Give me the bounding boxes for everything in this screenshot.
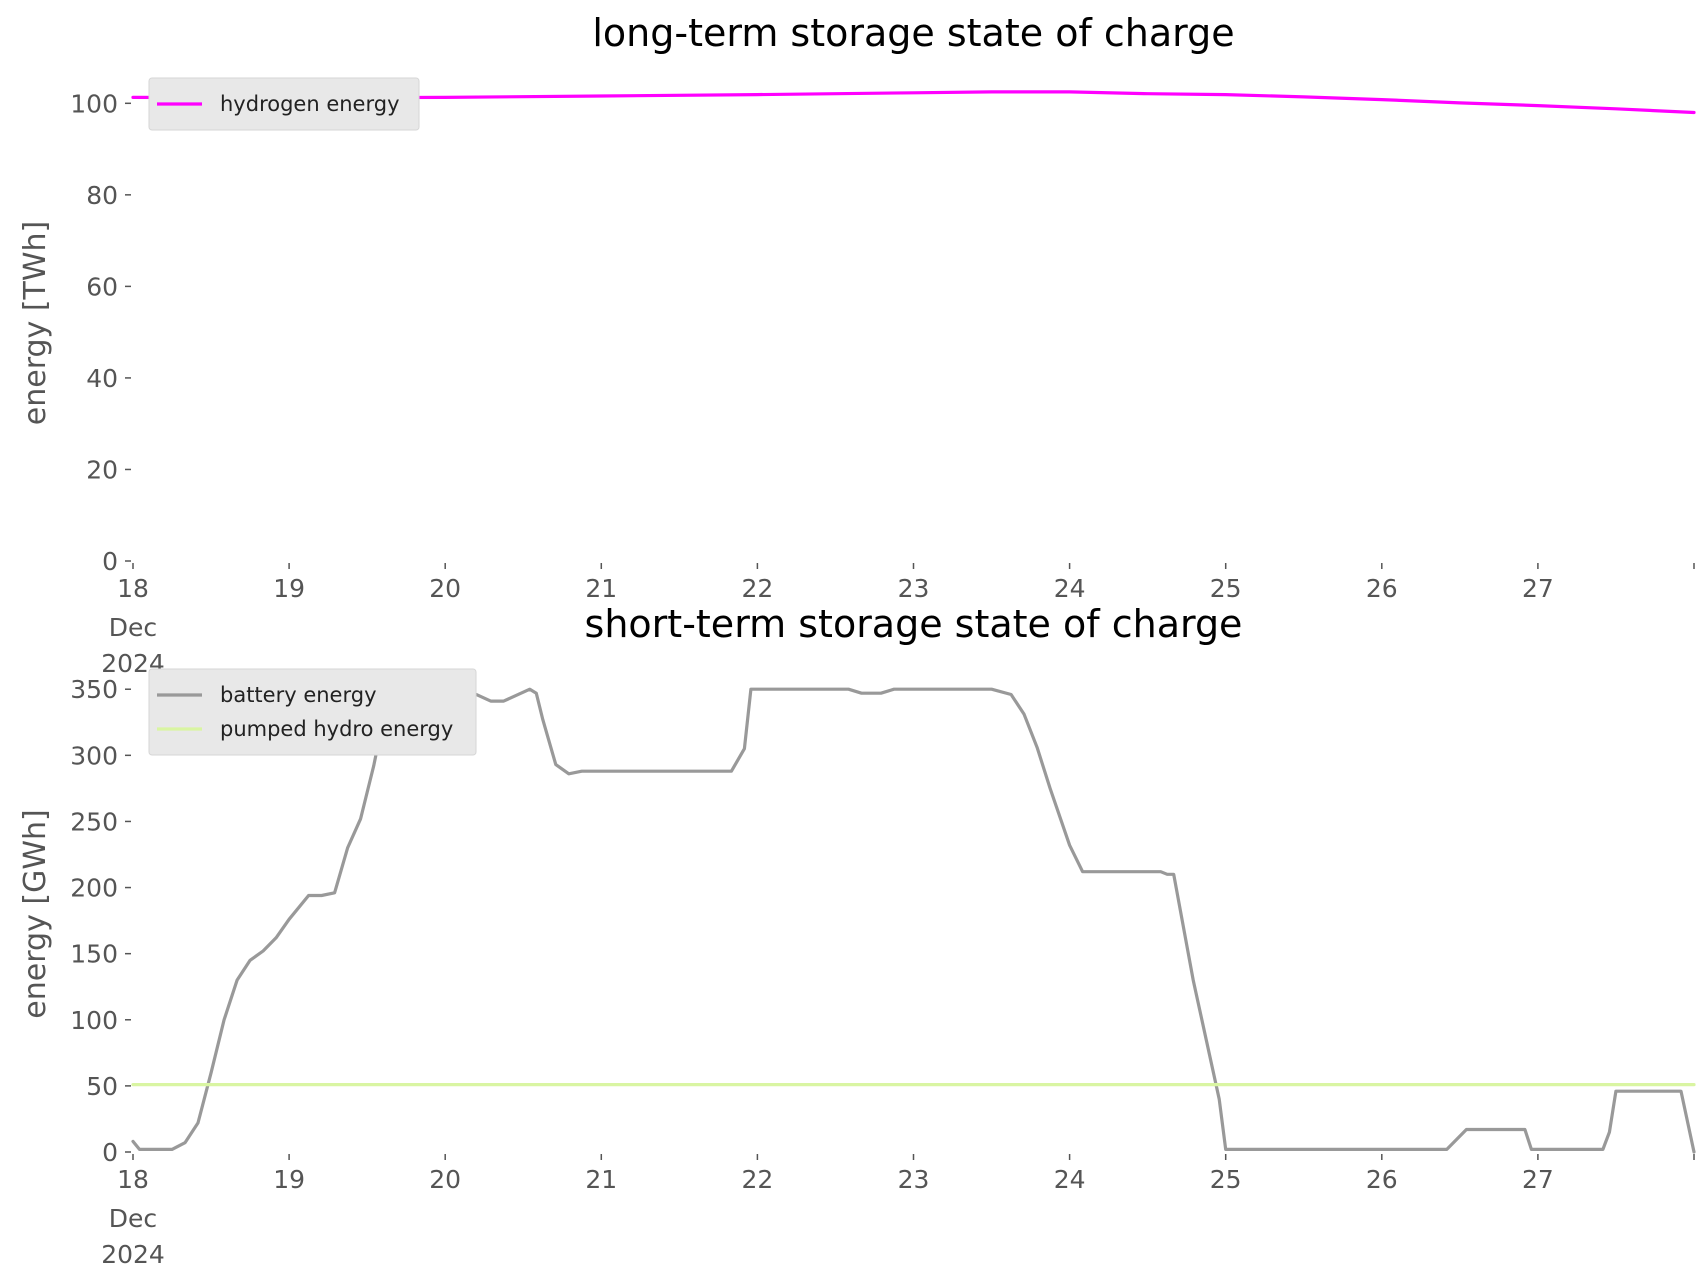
x-tick-label: 23: [898, 1165, 930, 1194]
x-tick-label: 19: [273, 574, 305, 603]
y-tick-label: 150: [70, 940, 118, 969]
y-tick-label: 20: [86, 455, 118, 484]
x-tick-label: 27: [1522, 1165, 1554, 1194]
x-tick-sublabel: Dec: [109, 613, 157, 642]
x-tick-label: 26: [1366, 1165, 1398, 1194]
chart-title: long-term storage state of charge: [592, 11, 1234, 55]
x-tick-label: 21: [585, 1165, 617, 1194]
x-tick-label: 25: [1210, 574, 1242, 603]
x-tick-label: 24: [1054, 574, 1086, 603]
x-tick-sublabel: Dec: [109, 1204, 157, 1233]
y-axis-label: energy [TWh]: [18, 221, 53, 425]
x-tick-label: 19: [273, 1165, 305, 1194]
y-tick-label: 50: [86, 1072, 118, 1101]
legend-label: pumped hydro energy: [220, 717, 453, 741]
y-axis-label: energy [GWh]: [18, 809, 53, 1018]
x-tick-label: 26: [1366, 574, 1398, 603]
y-tick-label: 60: [86, 272, 118, 301]
legend-box: [148, 77, 420, 131]
chart-panel-1: long-term storage state of charge energy …: [18, 11, 1696, 678]
y-tick-label: 350: [70, 675, 118, 704]
series-line-1: [131, 90, 1696, 115]
y-tick-label: 40: [86, 364, 118, 393]
y-tick-label: 0: [102, 547, 118, 576]
y-tick-label: 0: [102, 1138, 118, 1167]
y-tick-label: 100: [70, 89, 118, 118]
x-tick-label: 18: [117, 1165, 149, 1194]
series-line-1: [131, 687, 1696, 1154]
x-tick-label: 25: [1210, 1165, 1242, 1194]
legend-label: hydrogen energy: [220, 92, 400, 116]
x-tick-label: 22: [741, 574, 773, 603]
chart-panel-2: short-term storage state of charge energy…: [18, 602, 1696, 1269]
x-tick-label: 22: [741, 1165, 773, 1194]
y-tick-label: 300: [70, 741, 118, 770]
legend-label: battery energy: [220, 683, 377, 707]
y-tick-label: 100: [70, 1006, 118, 1035]
legend: hydrogen energy: [148, 77, 420, 131]
x-tick-label: 20: [429, 1165, 461, 1194]
x-tick-label: 23: [898, 574, 930, 603]
x-tick-label: 21: [585, 574, 617, 603]
chart-title: short-term storage state of charge: [585, 602, 1243, 646]
y-tick-label: 250: [70, 807, 118, 836]
legend-box: [148, 668, 477, 756]
x-tick-label: 18: [117, 574, 149, 603]
legend: battery energy pumped hydro energy: [148, 668, 477, 756]
x-tick-sublabel: 2024: [101, 1240, 165, 1269]
x-tick-label: 24: [1054, 1165, 1086, 1194]
y-tick-label: 80: [86, 181, 118, 210]
y-tick-label: 200: [70, 874, 118, 903]
x-tick-label: 20: [429, 574, 461, 603]
x-tick-label: 27: [1522, 574, 1554, 603]
